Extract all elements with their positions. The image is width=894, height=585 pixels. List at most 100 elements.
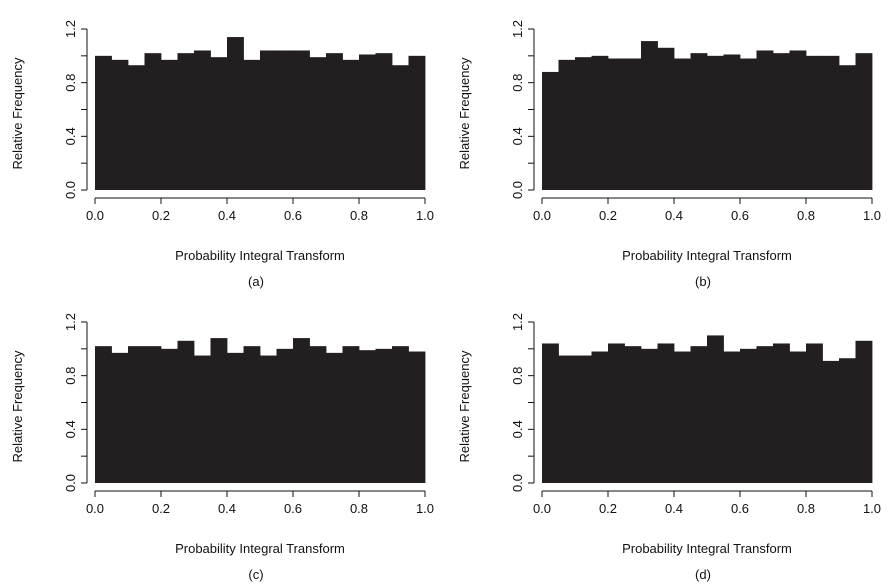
histogram-bar <box>756 346 774 483</box>
x-tick-label: 0.8 <box>350 208 368 223</box>
histogram-bar <box>723 351 741 483</box>
histogram-bar <box>591 351 609 483</box>
x-tick-label: 0.6 <box>731 501 749 516</box>
histogram-bars <box>95 37 426 191</box>
x-axis-title: Probability Integral Transform <box>175 541 345 556</box>
y-axis-title: Relative Frequency <box>10 350 25 462</box>
histogram-bar <box>243 346 261 483</box>
histogram-bar <box>95 346 112 483</box>
x-axis: 0.0 0.2 0.4 0.6 0.8 1.0 <box>86 197 434 223</box>
histogram-bar <box>128 65 145 190</box>
x-axis-title: Probability Integral Transform <box>622 248 792 263</box>
histogram-bar <box>558 59 576 190</box>
y-axis: 0.0 0.4 0.8 1.2 <box>63 20 88 199</box>
x-tick-label: 0.6 <box>284 208 302 223</box>
histogram-bar <box>243 59 261 190</box>
y-axis-title: Relative Frequency <box>10 57 25 169</box>
x-tick-label: 1.0 <box>863 501 881 516</box>
histogram-bar <box>624 346 642 483</box>
y-tick-label: 0.0 <box>63 474 78 492</box>
histogram-bar <box>690 53 708 191</box>
y-tick-label: 0.0 <box>510 474 525 492</box>
y-tick-label: 0.8 <box>510 74 525 92</box>
histogram-bar <box>293 50 310 190</box>
x-tick-label: 0.4 <box>218 501 236 516</box>
y-tick-label: 1.2 <box>63 313 78 331</box>
histogram-bar <box>839 65 856 190</box>
x-tick-label: 0.4 <box>665 208 683 223</box>
x-tick-label: 0.0 <box>86 501 104 516</box>
histogram-bar <box>342 346 360 483</box>
histogram-bar <box>839 358 856 483</box>
y-tick-label: 0.4 <box>63 127 78 145</box>
x-tick-label: 0.8 <box>797 208 815 223</box>
histogram-bar <box>641 348 658 483</box>
histogram-bar <box>342 59 360 190</box>
histogram-bar <box>756 50 774 190</box>
x-axis-title: Probability Integral Transform <box>175 248 345 263</box>
histogram-bar <box>144 53 162 191</box>
histogram-bar <box>608 58 625 191</box>
histogram-bars <box>542 41 873 191</box>
histogram-bars <box>95 338 426 483</box>
histogram-bar <box>111 352 129 483</box>
y-tick-label: 0.4 <box>63 420 78 438</box>
histogram-bar <box>674 351 691 483</box>
histogram-bar <box>855 53 873 191</box>
y-tick-label: 0.8 <box>63 367 78 385</box>
y-tick-label: 1.2 <box>510 313 525 331</box>
histogram-bar <box>707 335 724 483</box>
y-tick-label: 0.4 <box>510 420 525 438</box>
y-axis-title: Relative Frequency <box>457 57 472 169</box>
histogram-bar <box>276 348 294 483</box>
histogram-bar <box>773 53 790 191</box>
histogram-svg: 0.0 0.2 0.4 0.6 0.8 1.0 0.0 0.4 0.8 1.2 Probabilit… <box>457 20 881 289</box>
histogram-svg: 0.0 0.2 0.4 0.6 0.8 1.0 0.0 0.4 0.8 1.2 Probabilit… <box>457 313 881 582</box>
histogram-bar <box>227 352 244 483</box>
histogram-bar <box>690 346 708 483</box>
histogram-bar <box>375 348 393 483</box>
y-tick-label: 0.0 <box>63 181 78 199</box>
histogram-bar <box>392 346 409 483</box>
histogram-bar <box>806 55 823 191</box>
histogram-bar <box>789 351 807 483</box>
panel-label: (c) <box>248 567 263 582</box>
histogram-bar <box>558 355 576 483</box>
histogram-bar <box>177 340 195 483</box>
y-tick-label: 0.4 <box>510 127 525 145</box>
histogram-bar <box>210 57 228 190</box>
x-tick-label: 0.4 <box>218 208 236 223</box>
histogram-bar <box>359 350 376 483</box>
y-tick-label: 1.2 <box>63 20 78 38</box>
x-axis: 0.0 0.2 0.4 0.6 0.8 1.0 <box>533 490 881 516</box>
y-tick-label: 1.2 <box>510 20 525 38</box>
histogram-bar <box>144 346 162 483</box>
y-axis: 0.0 0.4 0.8 1.2 <box>63 313 88 492</box>
y-axis: 0.0 0.4 0.8 1.2 <box>510 313 535 492</box>
x-tick-label: 0.2 <box>599 208 617 223</box>
histogram-bars <box>542 335 873 483</box>
histogram-bar <box>855 340 873 483</box>
histogram-bar <box>822 360 840 483</box>
x-tick-label: 0.0 <box>533 501 551 516</box>
histogram-bar <box>326 352 343 483</box>
histogram-bar <box>161 348 178 483</box>
histogram-bar <box>657 47 675 191</box>
histogram-bar <box>161 59 178 190</box>
histogram-svg: 0.0 0.2 0.4 0.6 0.8 1.0 0.0 0.4 0.8 1.2 Probabilit… <box>10 20 434 289</box>
x-tick-label: 0.2 <box>152 501 170 516</box>
histogram-bar <box>591 55 609 191</box>
panel-label: (a) <box>248 274 264 289</box>
histogram-bar <box>657 343 675 483</box>
y-tick-label: 0.8 <box>63 74 78 92</box>
x-axis: 0.0 0.2 0.4 0.6 0.8 1.0 <box>86 490 434 516</box>
panel-a: 0.0 0.2 0.4 0.6 0.8 1.0 0.0 0.4 0.8 1.2 Probabilit… <box>0 0 447 292</box>
y-axis: 0.0 0.4 0.8 1.2 <box>510 20 535 199</box>
histogram-bar <box>789 50 807 190</box>
histogram-bar <box>740 348 757 483</box>
histogram-bar <box>210 338 228 483</box>
x-tick-label: 0.0 <box>533 208 551 223</box>
x-axis: 0.0 0.2 0.4 0.6 0.8 1.0 <box>533 197 881 223</box>
histogram-svg: 0.0 0.2 0.4 0.6 0.8 1.0 0.0 0.4 0.8 1.2 Probabilit… <box>10 313 434 582</box>
histogram-bar <box>575 355 592 483</box>
